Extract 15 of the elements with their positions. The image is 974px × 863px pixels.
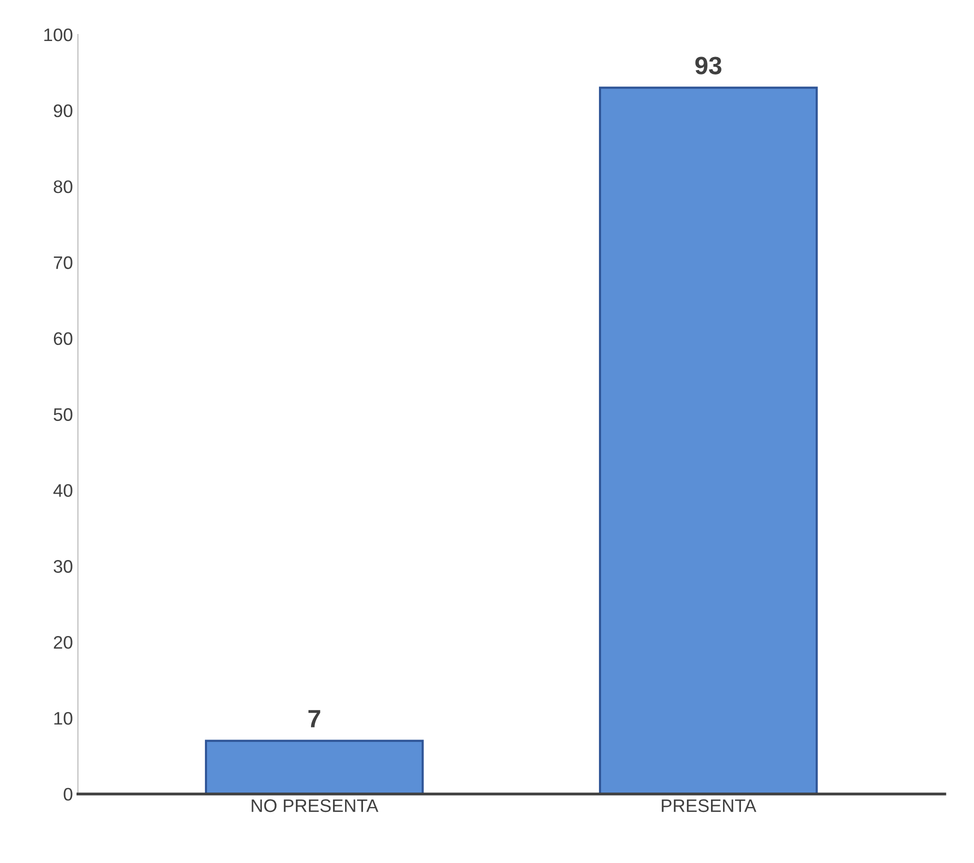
x-tick-label: PRESENTA	[662, 799, 756, 812]
data-label: 93	[695, 56, 722, 74]
y-tick-label: 30	[54, 560, 72, 573]
y-tick-label: 0	[64, 788, 72, 801]
y-tick-label: 10	[54, 712, 72, 725]
y-tick-label: 80	[54, 180, 72, 194]
y-tick-label: 70	[54, 256, 72, 270]
y-tick-label: 100	[44, 28, 72, 42]
data-label: 7	[308, 710, 320, 728]
y-tick-label: 90	[54, 104, 72, 118]
y-tick-label: 60	[54, 332, 72, 346]
x-tick-label: NO PRESENTA	[252, 799, 378, 812]
y-tick-label: 50	[54, 408, 72, 421]
y-tick-label: 20	[54, 636, 72, 649]
y-tick-label: 40	[53, 484, 72, 497]
